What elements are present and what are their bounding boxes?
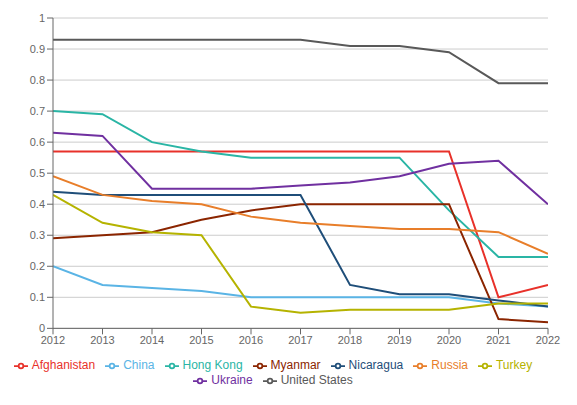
html-text:Ukraine: Ukraine — [211, 373, 253, 388]
svg-text:2013: 2013 — [90, 334, 114, 346]
svg-text:2022: 2022 — [536, 334, 560, 346]
svg-text:0.3: 0.3 — [30, 229, 45, 241]
svg-text:0.8: 0.8 — [30, 74, 45, 86]
html-text:Afghanistan: Afghanistan — [31, 358, 96, 373]
svg-text:2017: 2017 — [288, 334, 312, 346]
html-text:Russia: Russia — [431, 358, 468, 373]
svg-text:2020: 2020 — [437, 334, 461, 346]
svg-text:1: 1 — [39, 12, 45, 24]
svg-text:2021: 2021 — [486, 334, 510, 346]
svg-text:0.7: 0.7 — [30, 105, 45, 117]
svg-text:0: 0 — [39, 322, 45, 334]
svg-text:2015: 2015 — [189, 334, 213, 346]
svg-text:0.1: 0.1 — [30, 291, 45, 303]
svg-text:0.4: 0.4 — [30, 198, 45, 210]
svg-text:2014: 2014 — [140, 334, 164, 346]
svg-text:2012: 2012 — [41, 334, 65, 346]
html-text:Myanmar: Myanmar — [270, 358, 321, 373]
html-text:China: China — [123, 358, 155, 373]
svg-text:2018: 2018 — [338, 334, 362, 346]
svg-text:0.2: 0.2 — [30, 260, 45, 272]
html-text:Turkey: Turkey — [496, 358, 533, 373]
html-text:Nicaragua: Nicaragua — [348, 358, 404, 373]
html-text:United States: United States — [280, 373, 353, 388]
svg-text:0.6: 0.6 — [30, 136, 45, 148]
svg-text:2019: 2019 — [387, 334, 411, 346]
svg-text:0.9: 0.9 — [30, 43, 45, 55]
svg-text:2016: 2016 — [239, 334, 263, 346]
html-text:Hong Kong: Hong Kong — [182, 358, 243, 373]
svg-text:0.5: 0.5 — [30, 167, 45, 179]
